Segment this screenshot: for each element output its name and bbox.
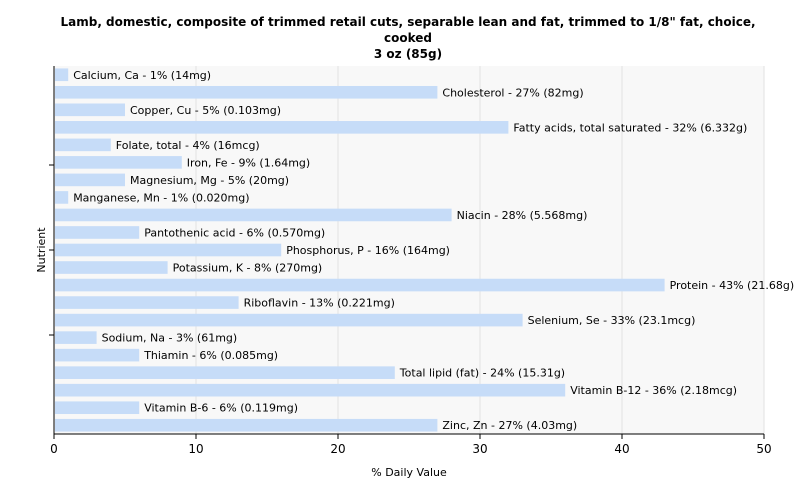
bar xyxy=(55,121,509,134)
bar-label: Pantothenic acid - 6% (0.570mg) xyxy=(144,226,325,239)
bar xyxy=(55,156,182,169)
bar-label: Sodium, Na - 3% (61mg) xyxy=(102,332,238,345)
bar xyxy=(55,261,168,274)
bars-group xyxy=(55,68,665,432)
bar xyxy=(55,278,665,292)
bar-label: Cholesterol - 27% (82mg) xyxy=(442,86,583,99)
x-tick-label: 20 xyxy=(330,442,345,456)
bar-label: Phosphorus, P - 16% (164mg) xyxy=(286,244,450,257)
y-axis-label: Nutrient xyxy=(35,227,48,273)
bar xyxy=(55,208,452,222)
bar xyxy=(55,68,69,82)
bar xyxy=(55,418,438,432)
bar xyxy=(55,313,523,327)
bar xyxy=(55,383,566,397)
bar xyxy=(55,103,125,117)
bar xyxy=(55,331,97,344)
chart-title-line-1: Lamb, domestic, composite of trimmed ret… xyxy=(60,15,756,45)
bar-label: Calcium, Ca - 1% (14mg) xyxy=(73,69,211,82)
bar-label: Magnesium, Mg - 5% (20mg) xyxy=(130,174,289,187)
bar-labels-group: Calcium, Ca - 1% (14mg) Cholesterol - 27%… xyxy=(73,69,794,432)
x-tick-label: 0 xyxy=(50,442,58,456)
bar xyxy=(55,296,239,309)
bar-label: Thiamin - 6% (0.085mg) xyxy=(143,349,278,362)
bar-label: Vitamin B-6 - 6% (0.119mg) xyxy=(144,402,298,415)
chart-title-line-2: 3 oz (85g) xyxy=(373,47,443,61)
x-tick-label: 50 xyxy=(756,442,771,456)
bar-label: Copper, Cu - 5% (0.103mg) xyxy=(130,104,281,117)
bar xyxy=(55,85,438,99)
bar-label: Total lipid (fat) - 24% (15.31g) xyxy=(399,367,565,380)
bar xyxy=(55,138,111,152)
bar-label: Vitamin B-12 - 36% (2.18mcg) xyxy=(570,384,737,397)
x-axis-ticks: 0 10 20 30 40 50 xyxy=(50,434,772,456)
bar xyxy=(55,401,140,415)
bar-label: Iron, Fe - 9% (1.64mg) xyxy=(187,156,310,169)
bar-label: Zinc, Zn - 27% (4.03mg) xyxy=(442,419,577,432)
bar-label: Protein - 43% (21.68g) xyxy=(670,279,795,292)
bar-label: Niacin - 28% (5.568mg) xyxy=(457,209,588,222)
bar xyxy=(55,348,140,362)
bar-label: Potassium, K - 8% (270mg) xyxy=(173,262,323,275)
bar xyxy=(55,243,282,257)
bar xyxy=(55,366,395,379)
bar-label: Fatty acids, total saturated - 32% (6.33… xyxy=(513,121,747,134)
y-axis-ticks xyxy=(49,164,54,336)
bar-label: Selenium, Se - 33% (23.1mcg) xyxy=(528,314,696,327)
bar xyxy=(55,226,140,239)
x-tick-label: 30 xyxy=(472,442,487,456)
bar-label: Riboflavin - 13% (0.221mg) xyxy=(244,297,395,310)
bar-label: Manganese, Mn - 1% (0.020mg) xyxy=(73,191,249,204)
x-tick-label: 40 xyxy=(614,442,629,456)
bar-label: Folate, total - 4% (16mcg) xyxy=(116,139,260,152)
bar xyxy=(55,191,69,204)
bar xyxy=(55,173,125,187)
chart-title: Lamb, domestic, composite of trimmed ret… xyxy=(40,14,776,62)
x-axis-label: % Daily Value xyxy=(371,466,447,479)
x-tick-label: 10 xyxy=(188,442,203,456)
